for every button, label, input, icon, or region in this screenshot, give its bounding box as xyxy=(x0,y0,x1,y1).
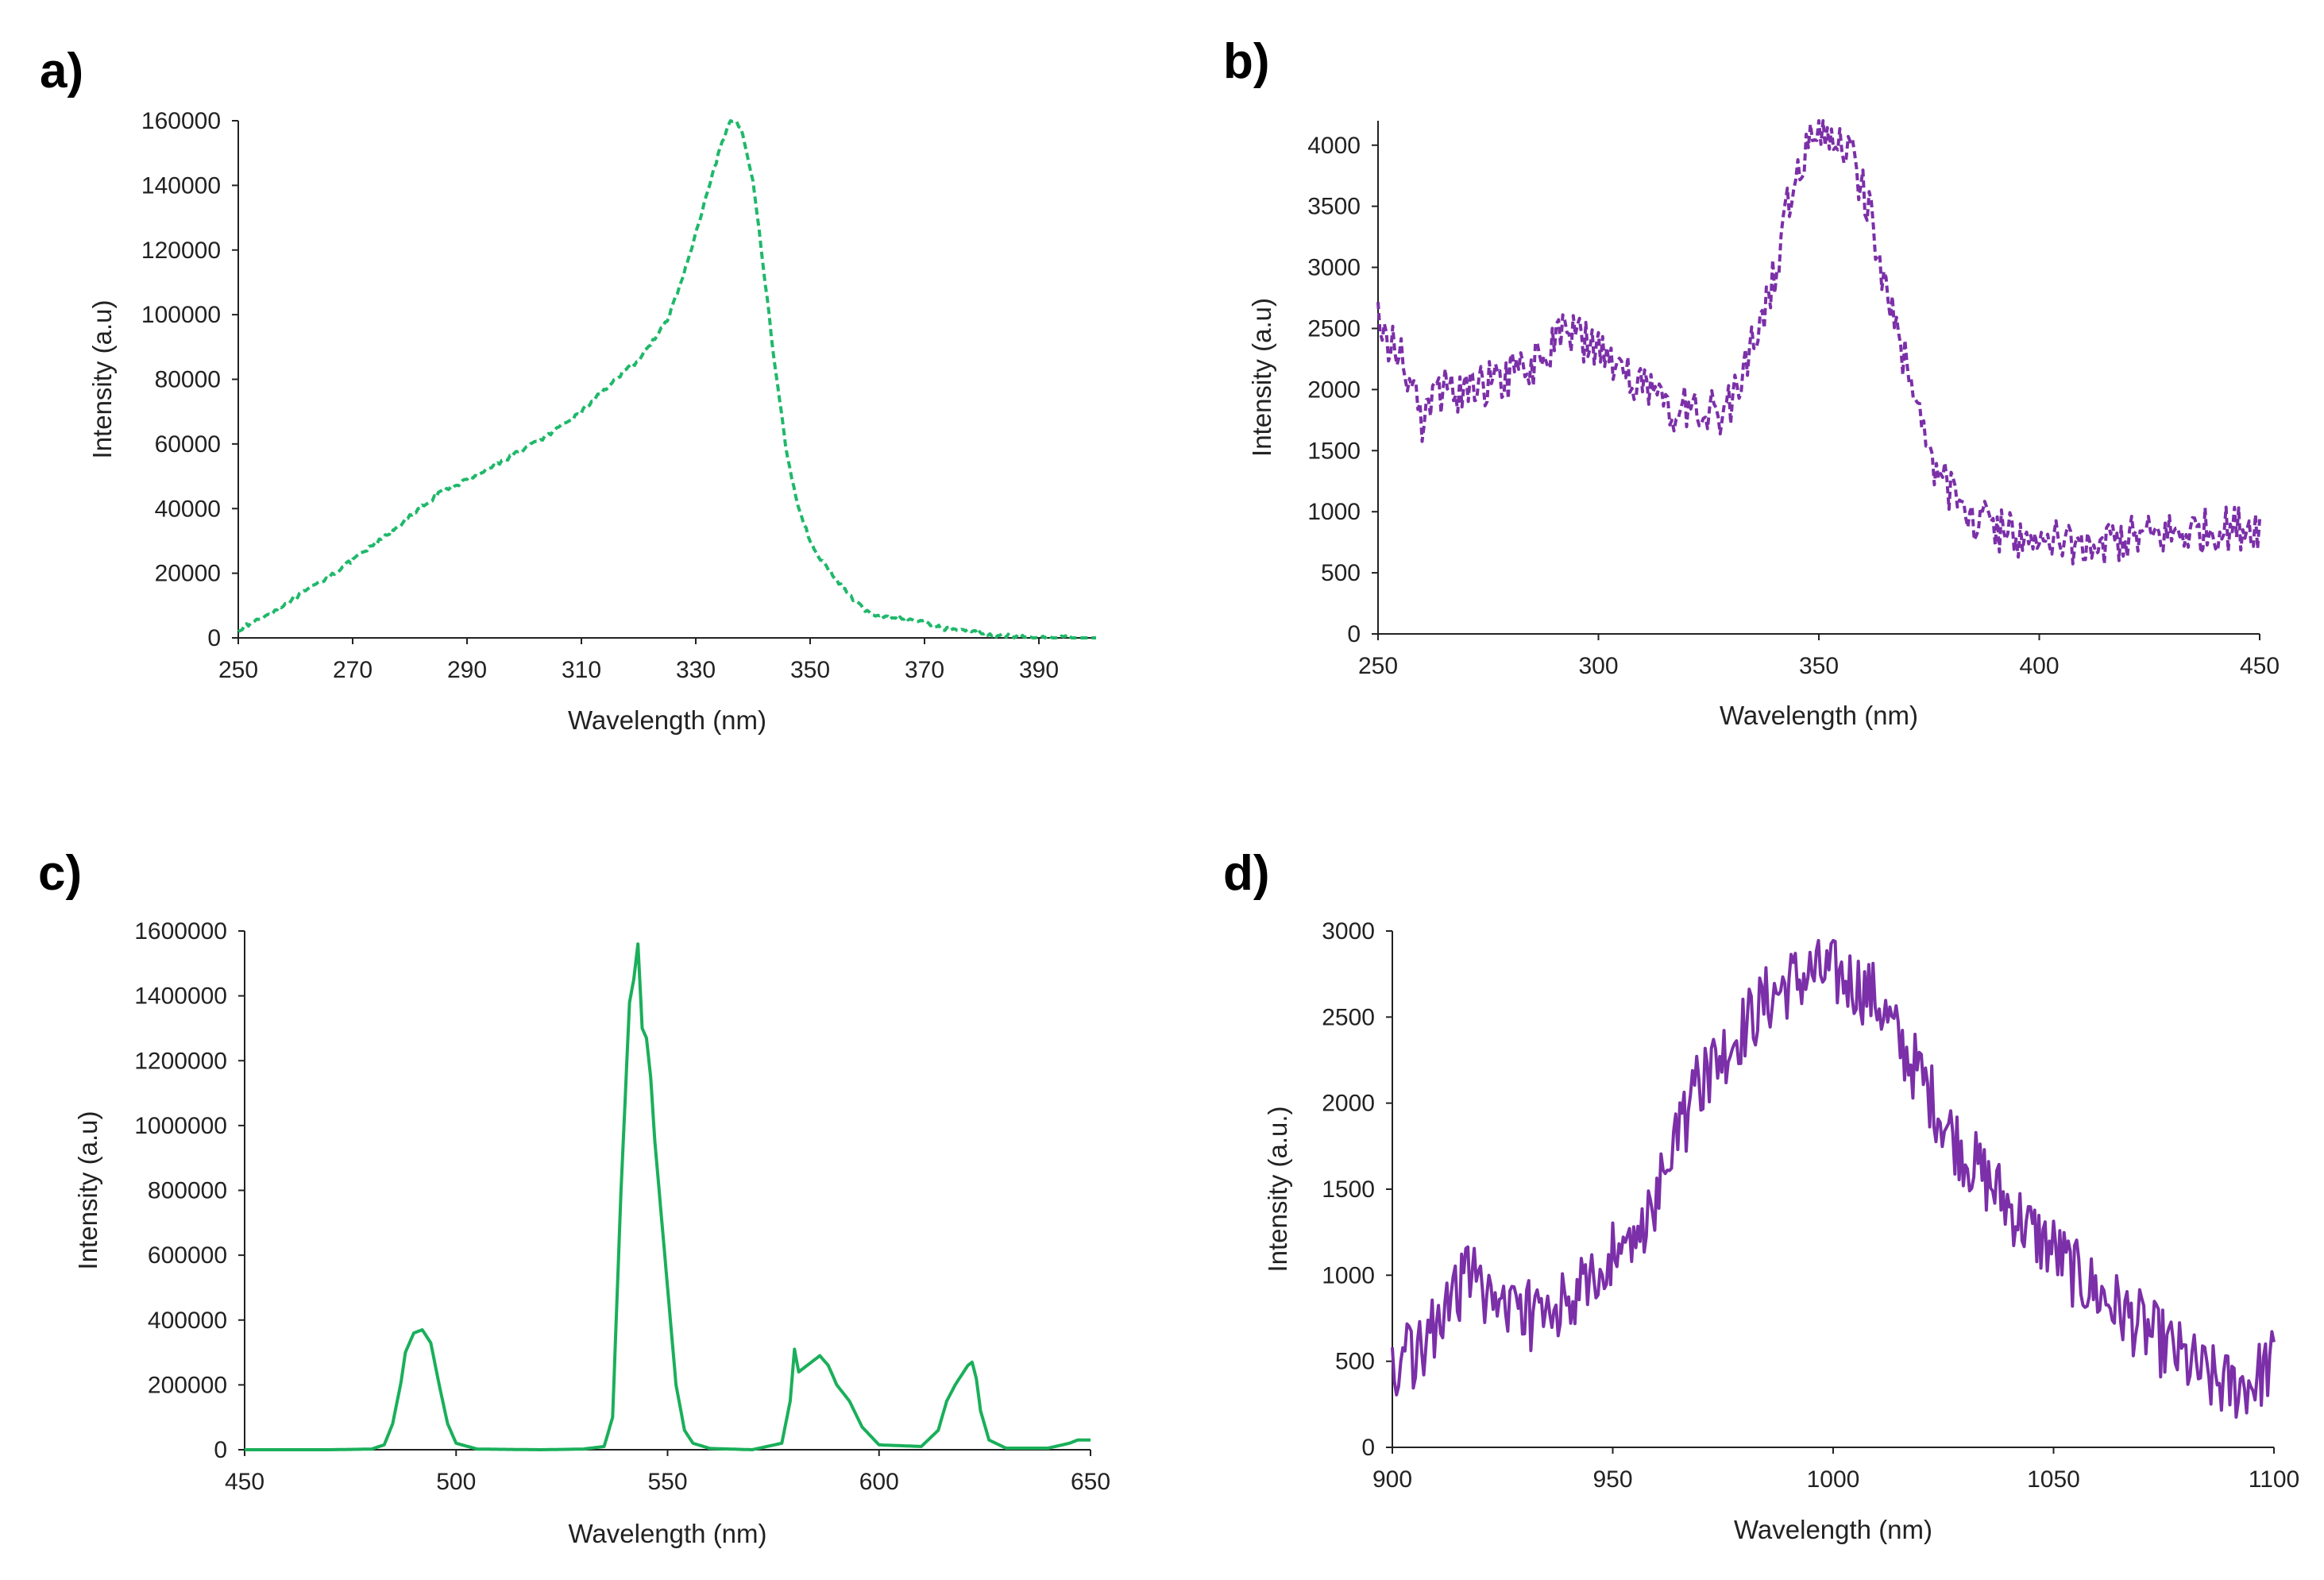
x-tick-label: 300 xyxy=(1578,653,1618,679)
panel-label: c) xyxy=(38,846,82,901)
x-tick-label: 550 xyxy=(647,1469,687,1495)
series-line-a xyxy=(237,119,1096,639)
panel-label: d) xyxy=(1223,846,1270,901)
y-tick-label: 2000 xyxy=(1322,1091,1375,1117)
y-tick-label: 500 xyxy=(1321,560,1361,586)
x-axis-label: Wavelength (nm) xyxy=(568,1519,766,1548)
x-axis-label: Wavelength (nm) xyxy=(1720,701,1918,730)
y-tick-label: 600000 xyxy=(148,1242,227,1269)
y-tick-label: 40000 xyxy=(155,496,221,522)
x-tick-label: 950 xyxy=(1592,1466,1632,1493)
x-tick-label: 450 xyxy=(225,1469,264,1495)
y-tick-label: 1200000 xyxy=(134,1048,227,1074)
y-axis-label: Intensity (a.u.) xyxy=(1263,1106,1292,1272)
y-tick-label: 2500 xyxy=(1307,315,1361,342)
y-axis-label: Intensity (a.u) xyxy=(87,300,117,459)
y-tick-label: 800000 xyxy=(148,1178,227,1204)
chart-panel-1: a) 0 20000 40000 60000 80000 100000 120000 14000… xyxy=(40,44,1096,735)
y-tick-label: 1500 xyxy=(1307,438,1361,464)
x-tick-label: 600 xyxy=(859,1469,899,1495)
series-line-b xyxy=(1376,119,2261,566)
y-tick-label: 1400000 xyxy=(134,983,227,1010)
y-tick-label: 100000 xyxy=(141,302,221,328)
x-tick-label: 1050 xyxy=(2027,1466,2080,1493)
y-tick-label: 80000 xyxy=(155,367,221,393)
x-tick-label: 330 xyxy=(676,657,716,683)
x-tick-label: 290 xyxy=(447,657,487,683)
y-tick-label: 140000 xyxy=(141,172,221,199)
y-tick-label: 2500 xyxy=(1322,1004,1375,1030)
y-tick-label: 400000 xyxy=(148,1308,227,1334)
panel-label: b) xyxy=(1223,34,1270,89)
x-tick-label: 400 xyxy=(2019,653,2059,679)
x-tick-label: 350 xyxy=(1799,653,1839,679)
y-tick-label: 160000 xyxy=(141,108,221,134)
x-tick-label: 250 xyxy=(1358,653,1398,679)
x-tick-label: 500 xyxy=(436,1469,476,1495)
y-tick-label: 0 xyxy=(1361,1435,1375,1461)
y-axis-label: Intensity (a.u) xyxy=(1247,298,1276,457)
panel-label: a) xyxy=(40,44,83,99)
x-tick-label: 250 xyxy=(218,657,258,683)
y-tick-label: 60000 xyxy=(155,431,221,458)
y-tick-label: 1500 xyxy=(1322,1176,1375,1203)
y-tick-label: 200000 xyxy=(148,1372,227,1398)
x-tick-label: 370 xyxy=(905,657,944,683)
y-tick-label: 500 xyxy=(1335,1349,1375,1375)
y-tick-label: 3500 xyxy=(1307,194,1361,220)
x-tick-label: 350 xyxy=(790,657,830,683)
x-tick-label: 270 xyxy=(333,657,373,683)
x-tick-label: 650 xyxy=(1071,1469,1110,1495)
y-tick-label: 4000 xyxy=(1307,133,1361,159)
x-tick-label: 450 xyxy=(2240,653,2280,679)
series-line-c xyxy=(244,942,1091,1451)
y-tick-label: 0 xyxy=(214,1437,227,1463)
y-tick-label: 2000 xyxy=(1307,377,1361,403)
x-tick-label: 390 xyxy=(1019,657,1059,683)
x-tick-label: 310 xyxy=(562,657,601,683)
chart-panel-2: b) 0 500 1000 1500 2000 2500 3000 3500 4000 250 300… xyxy=(1223,34,2280,730)
x-tick-label: 900 xyxy=(1372,1466,1412,1493)
y-tick-label: 20000 xyxy=(155,561,221,587)
y-tick-label: 120000 xyxy=(141,238,221,264)
x-tick-label: 1100 xyxy=(2249,1466,2300,1493)
x-axis-label: Wavelength (nm) xyxy=(568,705,766,735)
y-axis-label: Intensity (a.u) xyxy=(73,1111,102,1270)
y-tick-label: 3000 xyxy=(1307,255,1361,281)
y-tick-label: 1000 xyxy=(1322,1262,1375,1288)
x-axis-label: Wavelength (nm) xyxy=(1734,1515,1932,1544)
y-tick-label: 3000 xyxy=(1322,918,1375,945)
y-tick-label: 1000000 xyxy=(134,1113,227,1139)
y-tick-label: 0 xyxy=(207,625,221,651)
series-line-d xyxy=(1391,939,2276,1419)
chart-panel-4: d) 0 500 1000 1500 2000 2500 3000 900 950 1000 1050… xyxy=(1223,846,2299,1544)
y-tick-label: 1000 xyxy=(1307,499,1361,525)
y-tick-label: 1600000 xyxy=(134,918,227,945)
y-tick-label: 0 xyxy=(1347,621,1361,647)
x-tick-label: 1000 xyxy=(1807,1466,1860,1493)
chart-panel-3: c) 0 200000 400000 600000 800000 1000000 120000… xyxy=(38,846,1110,1548)
